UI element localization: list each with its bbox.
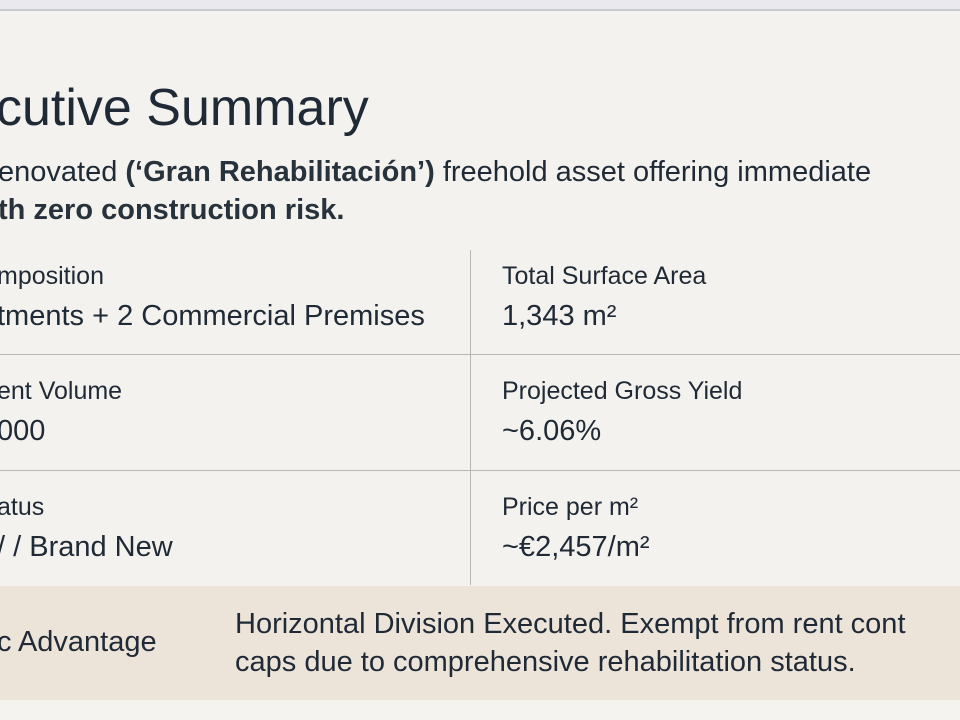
- cell-label: atus: [0, 493, 45, 521]
- cell-value: 000: [0, 415, 46, 447]
- cell-value: ~€2,457/m²: [502, 531, 650, 563]
- text: (‘Gran Rehabilitación’): [125, 156, 435, 188]
- advantage-band: c Advantage Horizontal Division Executed…: [0, 586, 960, 700]
- advantage-text: caps due to comprehensive rehabilitation…: [235, 646, 856, 678]
- divider: [470, 250, 471, 585]
- divider: [0, 354, 960, 355]
- cell-label: mposition: [0, 262, 104, 290]
- top-bar: [0, 0, 960, 11]
- text: th zero construction risk.: [0, 194, 345, 226]
- advantage-label: c Advantage: [0, 626, 157, 658]
- title: cutive Summary: [0, 79, 369, 137]
- cell-value: ~6.06%: [502, 415, 602, 447]
- cell-label: Price per m²: [502, 493, 639, 521]
- cell-label: Total Surface Area: [502, 262, 707, 290]
- text: enovated: [0, 156, 126, 188]
- divider: [0, 470, 960, 471]
- text: freehold asset offering immediate: [434, 156, 872, 188]
- cell-value: / / Brand New: [0, 531, 173, 563]
- cell-label: ent Volume: [0, 377, 123, 405]
- cell-value: tments + 2 Commercial Premises: [0, 300, 425, 332]
- cell-value: 1,343 m²: [502, 300, 617, 332]
- bottom-strip: [0, 700, 960, 720]
- subtitle-line: th zero construction risk.: [0, 194, 344, 227]
- subtitle-line: enovated (‘Gran Rehabilitación’) freehol…: [0, 156, 871, 189]
- cell-label: Projected Gross Yield: [502, 377, 743, 405]
- advantage-text: Horizontal Division Executed. Exempt fro…: [235, 608, 906, 640]
